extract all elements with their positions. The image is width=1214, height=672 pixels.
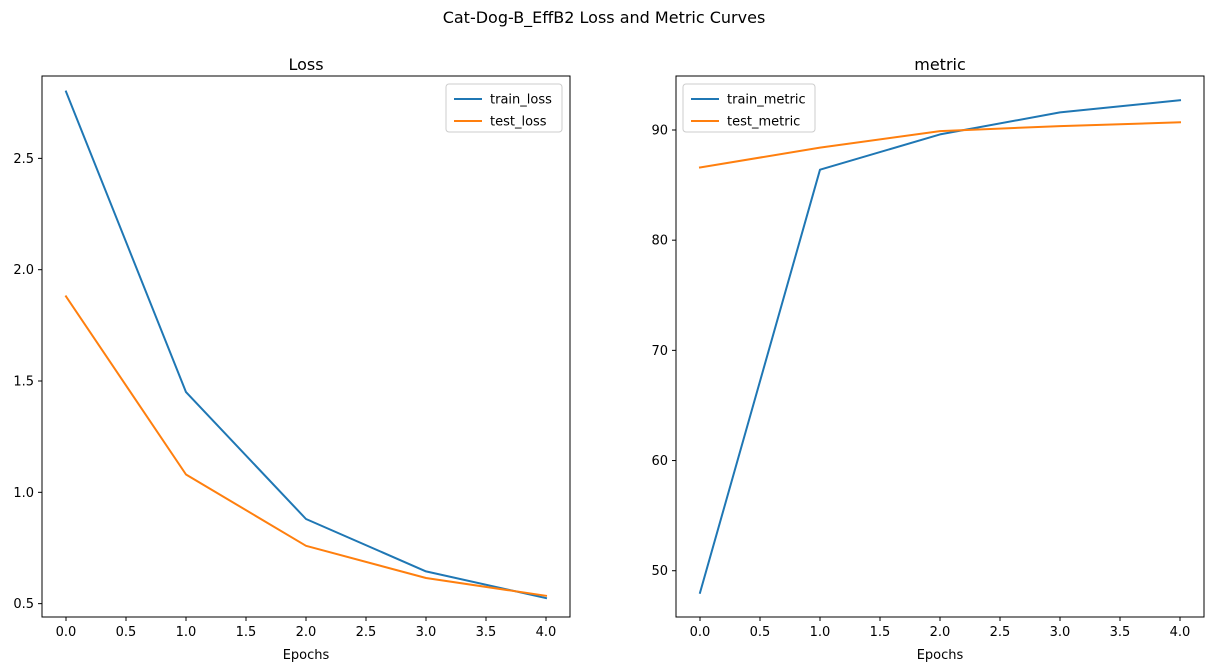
loss-chart: 0.0 0.5 1.0 1.5 2.0 2.5 3.0 3.5 4.0 0.5 1.0 1.5 2.0 2…: [13, 55, 571, 663]
y-tick-label: 2.0: [13, 263, 34, 278]
y-tick-label: 1.0: [13, 486, 34, 501]
axes-frame: [675, 75, 1205, 618]
x-tick-label: 3.5: [476, 625, 497, 640]
axes-frame: [41, 75, 571, 618]
x-tick-label: 0.0: [56, 625, 77, 640]
x-tick-label: 2.0: [296, 625, 317, 640]
x-tick-label: 2.5: [356, 625, 377, 640]
x-tick-label: 2.5: [990, 625, 1011, 640]
x-tick-label: 0.5: [750, 625, 771, 640]
series-line-test_metric: [698, 121, 1182, 169]
x-tick-label: 0.0: [690, 625, 711, 640]
x-tick-label: 1.0: [810, 625, 831, 640]
y-tick-label: 90: [651, 123, 668, 138]
y-tick-label: 60: [651, 454, 668, 469]
chart-title: metric: [914, 55, 966, 74]
x-tick-label: 3.5: [1110, 625, 1131, 640]
legend-label-train_metric: train_metric: [727, 93, 806, 108]
x-axis-label: Epochs: [917, 648, 964, 663]
y-tick-label: 0.5: [13, 597, 34, 612]
legend-label-test_loss: test_loss: [490, 115, 547, 130]
x-tick-label: 1.0: [176, 625, 197, 640]
legend-label-train_loss: train_loss: [490, 93, 552, 108]
series-line-train_metric: [698, 99, 1182, 595]
chart-title: Loss: [288, 55, 323, 74]
x-tick-label: 1.5: [236, 625, 257, 640]
legend-label-test_metric: test_metric: [727, 115, 800, 130]
metric-chart: 0.0 0.5 1.0 1.5 2.0 2.5 3.0 3.5 4.0 50 60 70 80 90 met…: [651, 55, 1205, 663]
y-tick-label: 70: [651, 344, 668, 359]
figure-title: Cat-Dog-B_EffB2 Loss and Metric Curves: [443, 8, 766, 28]
series-line-train_loss: [64, 90, 548, 600]
x-tick-label: 4.0: [1170, 625, 1191, 640]
x-tick-label: 3.0: [416, 625, 437, 640]
series-line-test_loss: [64, 295, 548, 597]
y-tick-label: 2.5: [13, 152, 34, 167]
x-tick-label: 4.0: [536, 625, 557, 640]
x-tick-label: 3.0: [1050, 625, 1071, 640]
x-tick-label: 2.0: [930, 625, 951, 640]
x-tick-label: 1.5: [870, 625, 891, 640]
x-tick-label: 0.5: [116, 625, 137, 640]
y-tick-label: 1.5: [13, 375, 34, 390]
x-axis-label: Epochs: [283, 648, 330, 663]
y-tick-label: 80: [651, 234, 668, 249]
y-tick-label: 50: [651, 564, 668, 579]
